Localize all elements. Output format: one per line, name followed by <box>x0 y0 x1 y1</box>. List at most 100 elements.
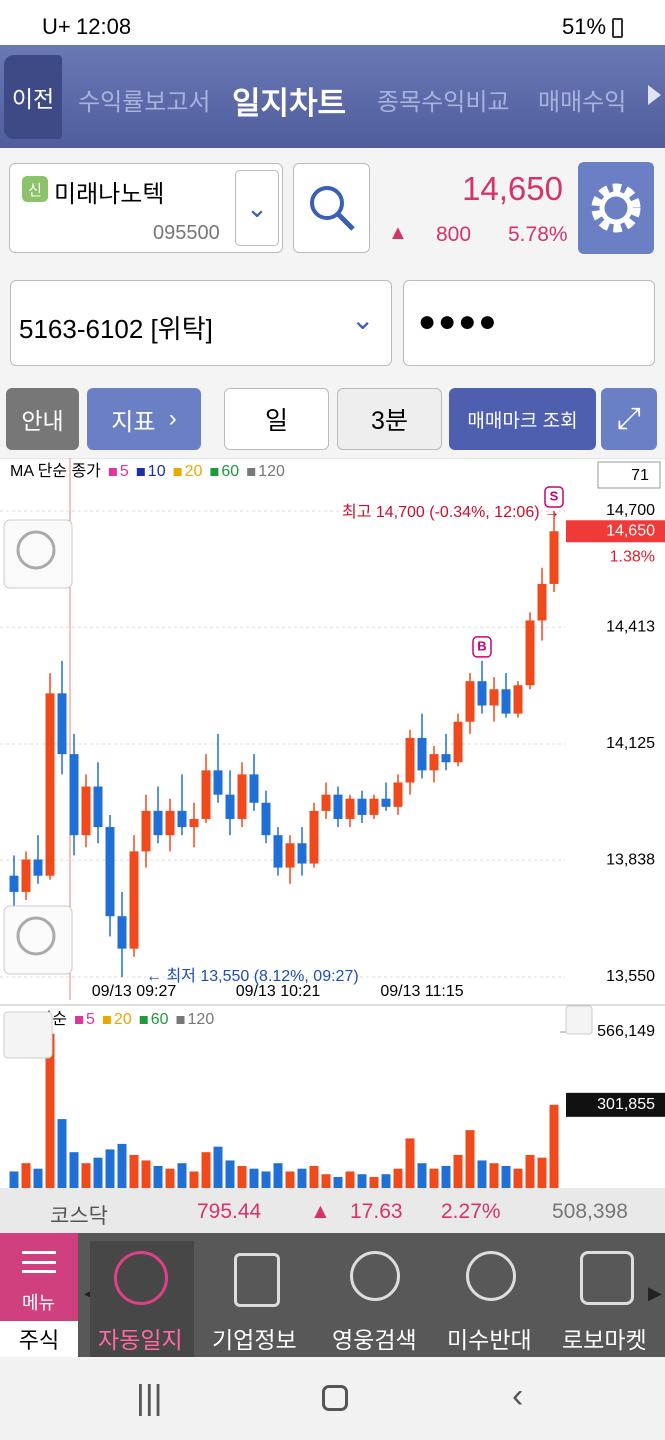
recent-button[interactable]: ||| <box>136 1379 163 1417</box>
volume-bar <box>117 1143 127 1188</box>
legend-swatch <box>210 468 219 476</box>
dropdown[interactable]: ⌄ <box>235 170 279 246</box>
volume-bar <box>357 1174 367 1188</box>
tab-active[interactable]: 일지차트 <box>232 86 347 121</box>
volume-bar <box>285 1171 295 1188</box>
current-price: 14,650 <box>606 522 655 539</box>
volume-bar <box>237 1165 247 1188</box>
high-note: 최고 14,700 (-0.34%, 12:06) → <box>342 503 560 521</box>
candle-body <box>9 875 19 892</box>
menu-item[interactable]: 주식 <box>0 1321 78 1357</box>
candle-body <box>525 620 535 686</box>
resize-button <box>565 1005 593 1035</box>
menu-button[interactable]: 메뉴 <box>0 1233 78 1321</box>
legend-label: 120 <box>258 463 285 480</box>
volume-bar <box>465 1130 475 1188</box>
candle-body <box>45 693 55 876</box>
zoom-icon <box>16 916 56 956</box>
scroll-right: ▶ <box>648 1283 662 1303</box>
volume-bar <box>321 1174 331 1188</box>
current-price-tag <box>566 520 665 543</box>
sell-mark-box <box>544 486 564 508</box>
back-nav-button[interactable]: ‹ <box>512 1377 524 1415</box>
volume-bar <box>129 1154 139 1188</box>
volume-bar <box>405 1138 415 1188</box>
candle-body <box>297 843 307 864</box>
stock-code: 095500 <box>153 222 220 244</box>
menu-item[interactable]: 미수반대 <box>447 1327 532 1353</box>
volume-bar <box>141 1160 151 1188</box>
trade-mark-button[interactable]: 매매마크 조회 <box>449 388 596 450</box>
current-volume-tag <box>566 1092 665 1117</box>
candle-body <box>93 786 103 828</box>
stock-selector[interactable]: 신 미래나노텍 095500 ⌄ <box>9 163 283 253</box>
candle-body <box>429 754 439 771</box>
volume-bar <box>537 1157 547 1188</box>
volume-bar <box>381 1174 391 1188</box>
indicator-button[interactable]: 지표 › <box>87 388 201 450</box>
menu-item[interactable]: 기업정보 <box>212 1327 297 1353</box>
search-button[interactable] <box>293 163 370 253</box>
change: 800 <box>436 223 472 246</box>
password-box[interactable]: ●●●● <box>403 280 655 366</box>
volume-bar <box>153 1165 163 1188</box>
legend-swatch <box>102 1016 111 1024</box>
volume-bar <box>309 1165 319 1188</box>
volume-bar <box>429 1168 439 1188</box>
tab[interactable]: 수익률보고서 <box>78 89 211 116</box>
tab[interactable]: 종목수익비교 <box>377 89 510 116</box>
gear-icon <box>591 183 641 233</box>
icon <box>580 1251 634 1305</box>
volume-bar <box>81 1163 91 1188</box>
volume-bar <box>417 1163 427 1188</box>
period-button[interactable]: 일 <box>224 388 329 450</box>
legend-label: 10 <box>148 463 166 480</box>
scroll-arrow <box>648 85 661 105</box>
chevron: › <box>155 405 177 432</box>
candle-body <box>333 794 343 819</box>
volume-bar <box>45 1033 55 1188</box>
y-tick-label: 566,149 <box>597 1023 655 1040</box>
menu-item-active[interactable]: 자동일지 <box>90 1241 194 1357</box>
change-sign: ▲ <box>388 222 408 244</box>
bottom-menu: 메뉴 주식 ◀ ▶ 자동일지 기업정보 영웅검색 미수반대 로보마켓 <box>0 1233 665 1357</box>
legend-label: 20 <box>114 1011 132 1028</box>
menu-item[interactable]: 영웅검색 <box>332 1327 417 1353</box>
menu-item[interactable]: 로보마켓 <box>562 1327 647 1353</box>
back-button[interactable]: 이전 <box>4 55 62 139</box>
status-bar: U+ 12:08 51% <box>0 0 665 45</box>
expand-button[interactable]: ⤢ <box>601 388 657 450</box>
volume-bar <box>369 1176 379 1188</box>
candle-body <box>405 737 415 783</box>
charts: 14,700 14,413 14,125 13,838 13,550 MA 단순 종가 5 1… <box>0 458 665 1188</box>
battery: 51% <box>562 14 607 39</box>
candle-body <box>21 859 31 892</box>
account-selector[interactable]: 5163-6102 [위탁] ⌄ <box>10 280 392 366</box>
interval-button[interactable]: 3분 <box>337 388 442 450</box>
volume-bar <box>345 1171 355 1188</box>
legend-swatch <box>176 1016 185 1024</box>
guide-button[interactable]: 안내 <box>6 388 79 450</box>
candle-body <box>309 810 319 864</box>
y-tick-label: 14,125 <box>606 735 655 752</box>
index-row: 코스닥 795.44 ▲ 17.63 2.27% 508,398 <box>0 1188 665 1233</box>
candle-body <box>453 721 463 763</box>
volume-bar <box>21 1163 31 1188</box>
system-nav: ||| ‹ <box>0 1357 665 1440</box>
legend-swatch <box>136 468 145 476</box>
legend-label: 60 <box>151 1011 169 1028</box>
volume-bar <box>525 1154 535 1188</box>
candle-body <box>69 754 79 836</box>
tab[interactable]: 매매수익 <box>538 89 627 116</box>
volume-bar <box>501 1165 511 1188</box>
price: 14,650 <box>462 170 563 207</box>
nav-bar: 이전 수익률보고서 일지차트 종목수익비교 매매수익 <box>0 45 665 148</box>
settings-button[interactable] <box>578 162 654 254</box>
candle-body <box>369 798 379 815</box>
candle-body <box>537 583 547 621</box>
y-tick-label: 13,838 <box>606 852 655 869</box>
home-button[interactable] <box>322 1385 348 1411</box>
candle-body <box>465 681 475 722</box>
volume-bar <box>9 1171 19 1188</box>
